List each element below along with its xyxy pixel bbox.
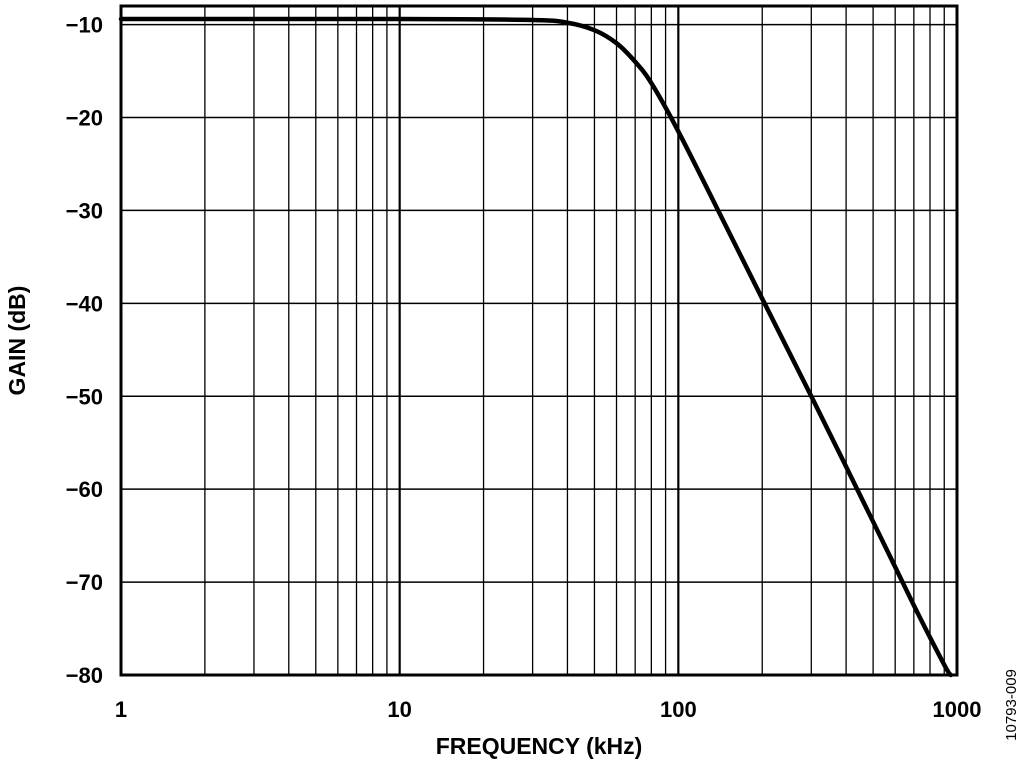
y-tick-label: −40: [66, 291, 103, 316]
y-tick-label: −50: [66, 384, 103, 409]
y-axis-title: GAIN (dB): [4, 286, 30, 396]
y-tick-label: −70: [66, 570, 103, 595]
x-tick-label: 100: [660, 697, 697, 722]
x-tick-label: 1: [115, 697, 127, 722]
figure-id: 10793-009: [1003, 669, 1020, 741]
y-tick-labels: −10 −20 −30 −40 −50 −60 −70 −80: [66, 13, 103, 688]
plot-frame: [119, 4, 959, 677]
x-tick-label: 1000: [933, 697, 982, 722]
series-layer: [118, 16, 954, 678]
y-tick-label: −20: [66, 106, 103, 131]
x-axis-title: FREQUENCY (kHz): [436, 733, 643, 759]
y-tick-label: −60: [66, 477, 103, 502]
grid: [119, 6, 959, 676]
x-tick-labels: 1 10 100 1000: [115, 697, 982, 722]
y-tick-label: −10: [66, 13, 103, 38]
x-tick-label: 10: [387, 697, 411, 722]
y-tick-label: −80: [66, 663, 103, 688]
y-tick-label: −30: [66, 198, 103, 223]
gain-series-line: [118, 16, 954, 678]
